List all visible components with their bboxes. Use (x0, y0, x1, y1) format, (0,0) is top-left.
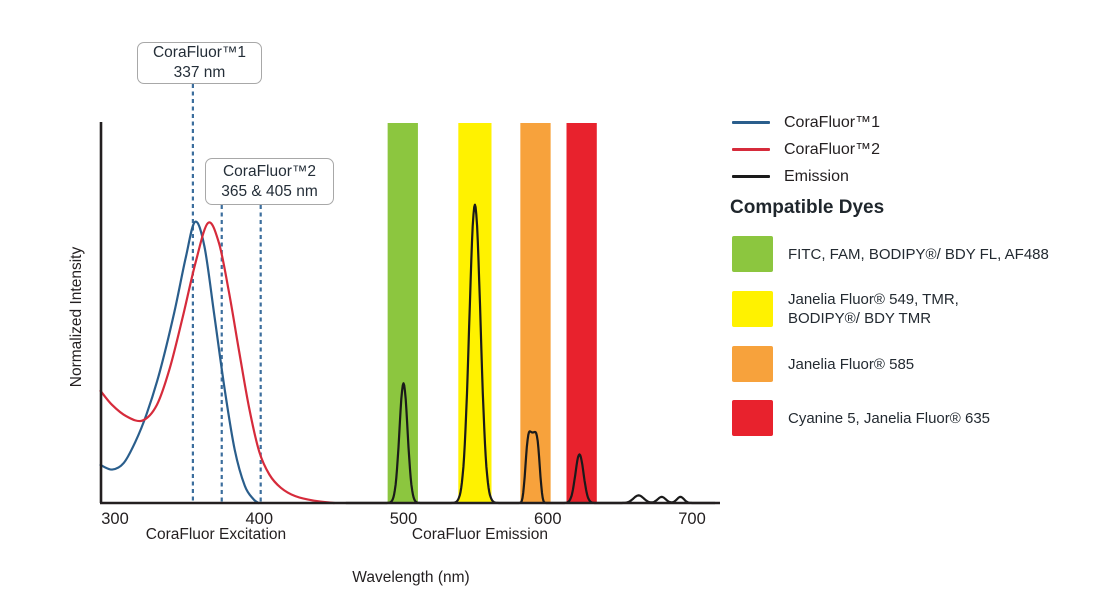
annotation-corafluor1-wavelength: 337 nm (173, 64, 226, 81)
compatible-dyes-list: FITC, FAM, BODIPY®/ BDY FL, AF488 Janelia… (732, 236, 1049, 436)
compatible-dyes-title: Compatible Dyes (730, 197, 885, 218)
legend-line-swatch (732, 148, 770, 151)
x-tick-500: 500 (389, 510, 418, 528)
dye-label: Cyanine 5, Janelia Fluor® 635 (788, 409, 990, 428)
annotation-corafluor2-wavelengths: 365 & 405 nm (221, 182, 318, 200)
legend-line-swatch (732, 175, 770, 178)
excitation-1-curve (99, 220, 260, 505)
legend-item: Emission (732, 163, 880, 190)
filter-band-red (566, 123, 597, 503)
dye-label-line: Janelia Fluor® 549, TMR, (788, 291, 959, 308)
region-label-corafluor-emission: CoraFluor Emission (411, 526, 548, 543)
legend-item: CoraFluor™1 (732, 109, 880, 136)
x-tick-700: 700 (678, 510, 706, 528)
compatible-dyes-panel: Compatible Dyes FITC, FAM, BODIPY®/ BDY … (730, 197, 1049, 454)
dye-swatch-yellow (732, 291, 773, 327)
dye-swatch-red (732, 400, 773, 436)
y-axis-label: Normalized Intensity (68, 246, 85, 388)
legend-label: CoraFluor™1 (784, 113, 881, 131)
x-tick-600: 600 (533, 510, 562, 528)
dye-label-line: Cyanine 5, Janelia Fluor® 635 (788, 409, 991, 427)
dye-label-line: FITC, FAM, BODIPY®/ BDY FL, AF488 (788, 245, 1049, 263)
legend-item: CoraFluor™2 (732, 136, 880, 163)
dye-label: FITC, FAM, BODIPY®/ BDY FL, AF488 (788, 245, 1049, 264)
x-tick-300: 300 (101, 510, 129, 528)
x-axis-label: Wavelength (nm) (352, 569, 470, 586)
filter-band-yellow (458, 123, 492, 503)
annotation-corafluor1: CoraFluor™1 337 nm (137, 42, 262, 84)
dye-row-orange: Janelia Fluor® 585 (732, 346, 1049, 382)
annotation-corafluor2: CoraFluor™2 365 & 405 nm (205, 158, 334, 205)
legend-line-swatch (732, 121, 770, 124)
dye-swatch-orange (732, 346, 773, 382)
dye-label: Janelia Fluor® 549, TMR, BODIPY®/ BDY TMR (788, 290, 959, 328)
filter-band-orange (520, 123, 551, 503)
dye-row-yellow: Janelia Fluor® 549, TMR, BODIPY®/ BDY TMR (732, 290, 1049, 328)
legend-label: Emission (784, 167, 849, 185)
dye-swatch-green (732, 236, 773, 272)
dye-label-line: BODIPY®/ BDY TMR (788, 310, 932, 327)
filter-band-green (387, 123, 418, 503)
dye-row-green: FITC, FAM, BODIPY®/ BDY FL, AF488 (732, 236, 1049, 272)
dye-row-red: Cyanine 5, Janelia Fluor® 635 (732, 400, 1049, 436)
excitation-2-curve (99, 221, 336, 505)
annotation-corafluor2-name: CoraFluor™2 (222, 162, 317, 180)
x-tick-400: 400 (245, 510, 274, 528)
region-label-corafluor-excitation: CoraFluor Excitation (145, 526, 287, 543)
dye-label: Janelia Fluor® 585 (788, 355, 914, 374)
legend: CoraFluor™1 CoraFluor™2 Emission (732, 109, 880, 190)
annotation-corafluor1-name: CoraFluor™1 (152, 44, 247, 61)
dye-label-line: Janelia Fluor® 585 (788, 355, 915, 373)
legend-label: CoraFluor™2 (784, 140, 881, 158)
